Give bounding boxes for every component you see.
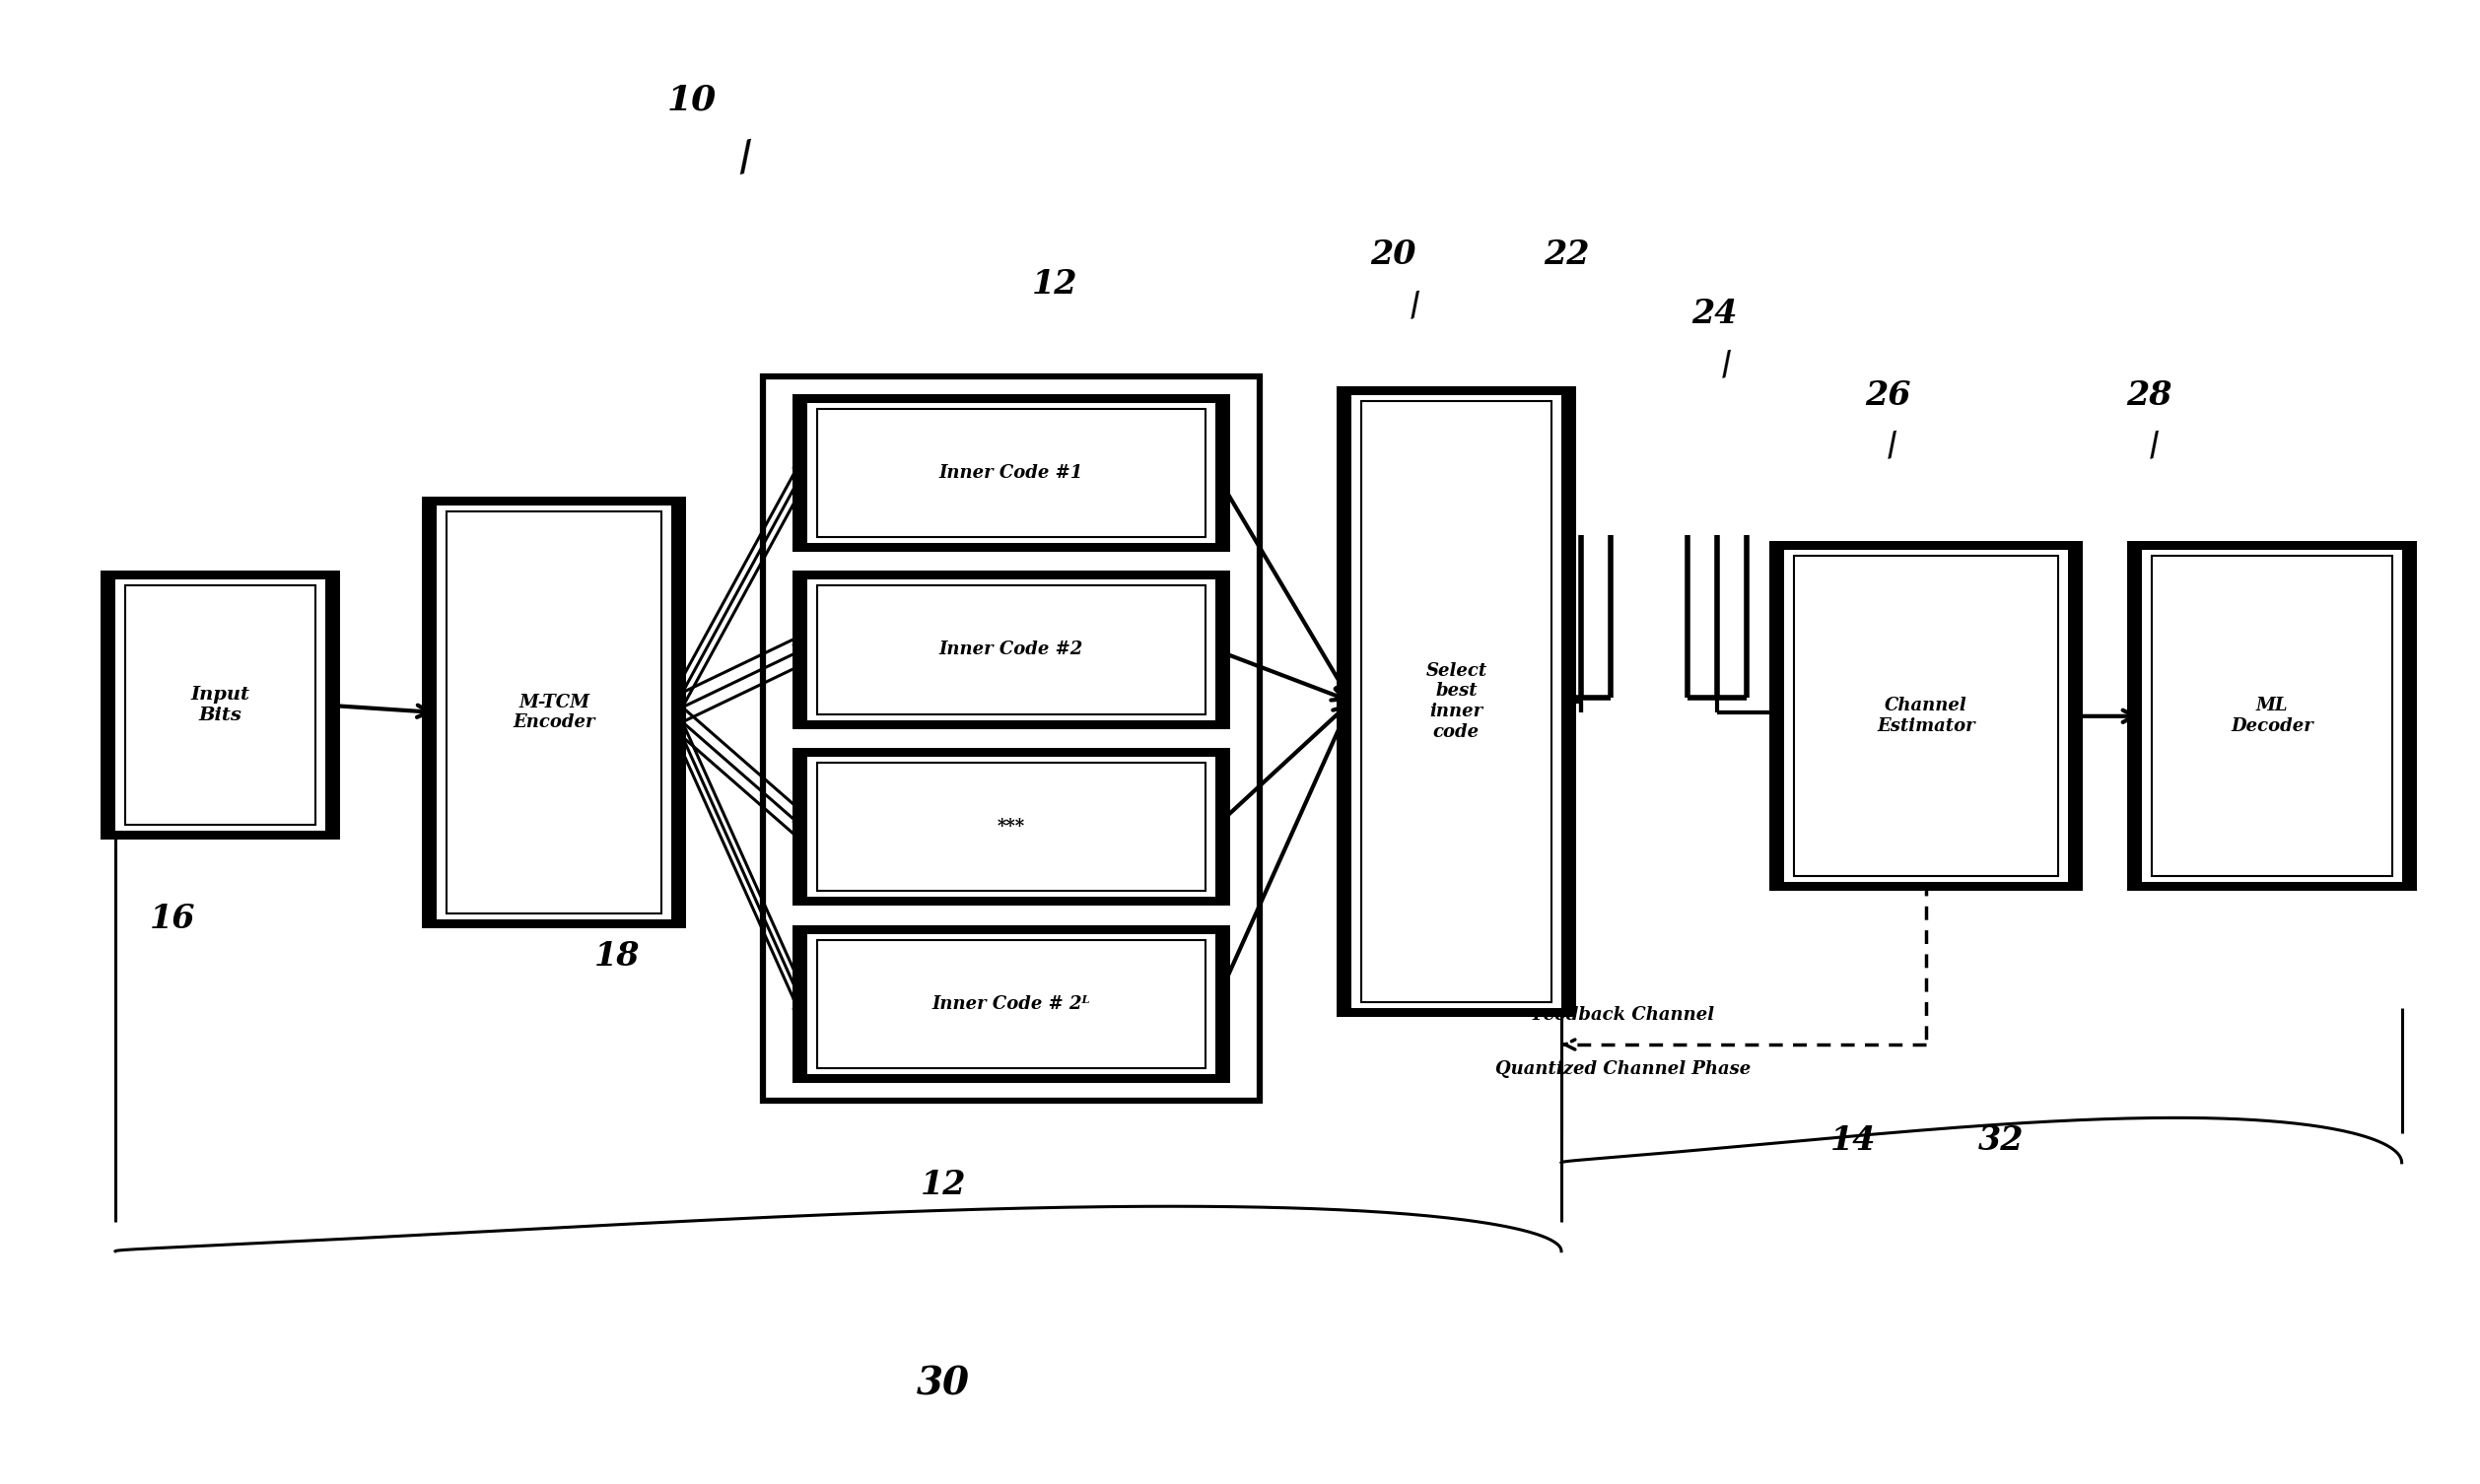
- Text: /: /: [734, 139, 756, 180]
- FancyBboxPatch shape: [2128, 542, 2416, 890]
- FancyBboxPatch shape: [436, 506, 672, 919]
- Text: Input
Bits: Input Bits: [191, 686, 250, 724]
- Text: 10: 10: [667, 83, 717, 117]
- FancyBboxPatch shape: [1337, 386, 1577, 1017]
- FancyBboxPatch shape: [794, 925, 1230, 1083]
- Text: /: /: [1406, 291, 1424, 324]
- Text: 12: 12: [920, 1168, 967, 1201]
- Text: M-TCM
Encoder: M-TCM Encoder: [513, 693, 595, 732]
- Text: ML
Decoder: ML Decoder: [2230, 697, 2314, 735]
- Text: /: /: [1882, 430, 1902, 463]
- Text: 16: 16: [149, 902, 196, 935]
- Text: 32: 32: [1979, 1125, 2024, 1156]
- Text: Inner Code #2: Inner Code #2: [940, 641, 1084, 659]
- Text: 20: 20: [1371, 239, 1416, 272]
- Text: 22: 22: [1543, 239, 1590, 272]
- FancyBboxPatch shape: [794, 748, 1230, 905]
- Text: /: /: [2145, 430, 2165, 463]
- Text: ***: ***: [997, 818, 1024, 835]
- Text: 26: 26: [1865, 378, 1910, 411]
- FancyBboxPatch shape: [1783, 551, 2068, 881]
- Text: 24: 24: [1691, 298, 1738, 331]
- Text: Channel
Estimator: Channel Estimator: [1877, 697, 1974, 735]
- FancyBboxPatch shape: [808, 757, 1215, 896]
- FancyBboxPatch shape: [808, 402, 1215, 543]
- FancyBboxPatch shape: [102, 571, 340, 840]
- FancyBboxPatch shape: [794, 571, 1230, 729]
- Text: Inner Code # 2ᴸ: Inner Code # 2ᴸ: [932, 996, 1091, 1012]
- FancyBboxPatch shape: [422, 497, 687, 928]
- Text: Quantized Channel Phase: Quantized Channel Phase: [1495, 1061, 1751, 1079]
- Text: Inner Code #1: Inner Code #1: [940, 464, 1084, 481]
- Text: /: /: [1719, 350, 1736, 381]
- FancyBboxPatch shape: [808, 933, 1215, 1074]
- Text: 14: 14: [1830, 1125, 1875, 1156]
- Text: Feedback Channel: Feedback Channel: [1533, 1006, 1714, 1024]
- FancyBboxPatch shape: [794, 393, 1230, 552]
- Text: 30: 30: [918, 1365, 970, 1402]
- Text: 18: 18: [595, 939, 640, 972]
- FancyBboxPatch shape: [808, 580, 1215, 720]
- FancyBboxPatch shape: [1768, 542, 2083, 890]
- Text: 12: 12: [1032, 269, 1076, 301]
- FancyBboxPatch shape: [2143, 551, 2401, 881]
- FancyBboxPatch shape: [117, 580, 325, 831]
- FancyBboxPatch shape: [1352, 395, 1562, 1008]
- Text: Select
best
inner
code: Select best inner code: [1426, 662, 1488, 741]
- Text: 28: 28: [2128, 378, 2172, 411]
